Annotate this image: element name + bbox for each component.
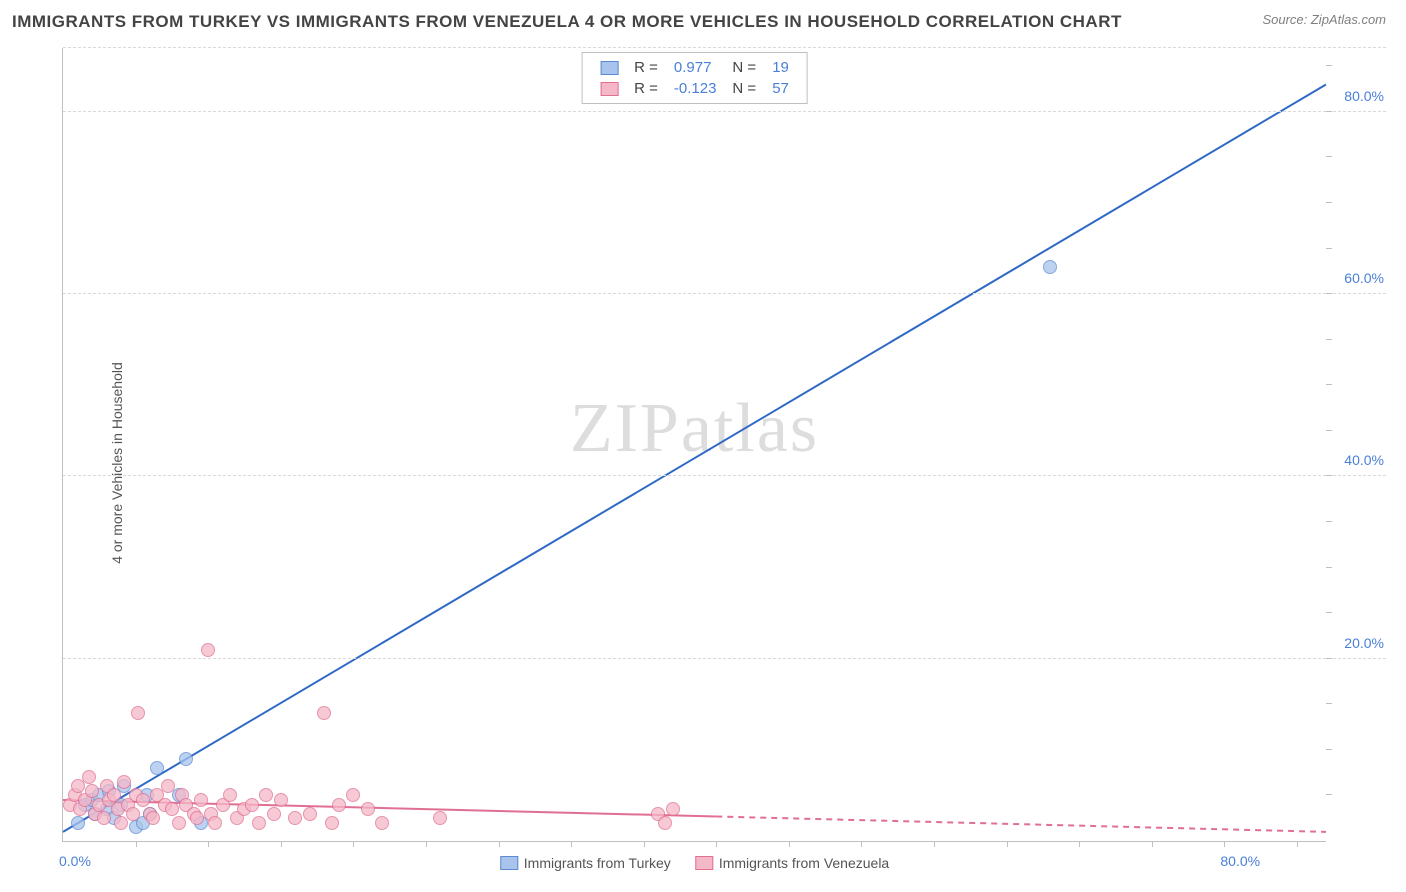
stats-legend: R =0.977N =19R =-0.123N =57: [581, 52, 808, 104]
x-tick: [1152, 841, 1153, 847]
y-tick: [1326, 202, 1332, 203]
data-point: [274, 793, 288, 807]
data-point: [303, 807, 317, 821]
y-tick-label: 20.0%: [1344, 635, 1384, 651]
x-tick-label: 0.0%: [59, 853, 91, 869]
data-point: [126, 807, 140, 821]
source-label: Source: ZipAtlas.com: [1262, 12, 1386, 27]
legend-item: Immigrants from Turkey: [500, 855, 671, 871]
y-tick: [1326, 156, 1332, 157]
y-tick: [1326, 384, 1332, 385]
data-point: [259, 788, 273, 802]
data-point: [114, 816, 128, 830]
y-tick: [1326, 248, 1332, 249]
data-point: [194, 793, 208, 807]
data-point: [288, 811, 302, 825]
data-point: [150, 761, 164, 775]
data-point: [325, 816, 339, 830]
y-tick: [1326, 567, 1332, 568]
data-point: [245, 798, 259, 812]
x-tick: [1297, 841, 1298, 847]
x-tick: [716, 841, 717, 847]
stats-row: R =0.977N =19: [592, 57, 797, 78]
y-tick: [1326, 749, 1332, 750]
data-point: [658, 816, 672, 830]
stats-row: R =-0.123N =57: [592, 78, 797, 99]
gridline: [63, 47, 1386, 48]
data-point: [136, 793, 150, 807]
plot-area: ZIPatlas R =0.977N =19R =-0.123N =57 Imm…: [62, 48, 1326, 842]
data-point: [201, 643, 215, 657]
x-tick: [861, 841, 862, 847]
x-tick: [1079, 841, 1080, 847]
gridline: [63, 293, 1386, 294]
y-tick-label: 80.0%: [1344, 88, 1384, 104]
x-tick: [644, 841, 645, 847]
x-tick: [571, 841, 572, 847]
x-tick: [499, 841, 500, 847]
x-tick: [789, 841, 790, 847]
data-point: [82, 770, 96, 784]
data-point: [208, 816, 222, 830]
data-point: [267, 807, 281, 821]
data-point: [375, 816, 389, 830]
data-point: [165, 802, 179, 816]
y-tick: [1326, 65, 1332, 66]
x-tick: [1007, 841, 1008, 847]
trend-lines-svg: [63, 48, 1326, 841]
data-point: [71, 816, 85, 830]
y-tick-label: 40.0%: [1344, 452, 1384, 468]
chart-title: IMMIGRANTS FROM TURKEY VS IMMIGRANTS FRO…: [12, 12, 1122, 32]
series-legend: Immigrants from Turkey Immigrants from Ve…: [500, 855, 889, 871]
data-point: [172, 816, 186, 830]
x-tick: [934, 841, 935, 847]
y-tick: [1326, 794, 1332, 795]
legend-item: Immigrants from Venezuela: [695, 855, 889, 871]
x-tick: [208, 841, 209, 847]
data-point: [252, 816, 266, 830]
data-point: [146, 811, 160, 825]
x-tick: [353, 841, 354, 847]
y-tick: [1326, 658, 1332, 659]
y-tick: [1326, 293, 1332, 294]
x-tick: [281, 841, 282, 847]
y-tick: [1326, 612, 1332, 613]
data-point: [117, 775, 131, 789]
y-tick: [1326, 111, 1332, 112]
data-point: [223, 788, 237, 802]
data-point: [666, 802, 680, 816]
data-point: [346, 788, 360, 802]
gridline: [63, 475, 1386, 476]
data-point: [190, 811, 204, 825]
data-point: [107, 788, 121, 802]
data-point: [161, 779, 175, 793]
data-point: [361, 802, 375, 816]
y-tick: [1326, 703, 1332, 704]
data-point: [85, 784, 99, 798]
x-tick: [426, 841, 427, 847]
data-point: [97, 811, 111, 825]
data-point: [317, 706, 331, 720]
y-tick-label: 60.0%: [1344, 270, 1384, 286]
y-tick: [1326, 521, 1332, 522]
data-point: [1043, 260, 1057, 274]
x-tick-label: 80.0%: [1220, 853, 1260, 869]
data-point: [71, 779, 85, 793]
y-tick: [1326, 430, 1332, 431]
chart-container: 4 or more Vehicles in Household ZIPatlas…: [20, 44, 1396, 882]
y-tick: [1326, 339, 1332, 340]
data-point: [433, 811, 447, 825]
gridline: [63, 111, 1386, 112]
y-tick: [1326, 475, 1332, 476]
x-tick: [1224, 841, 1225, 847]
gridline: [63, 658, 1386, 659]
data-point: [332, 798, 346, 812]
data-point: [179, 752, 193, 766]
x-tick: [136, 841, 137, 847]
data-point: [131, 706, 145, 720]
